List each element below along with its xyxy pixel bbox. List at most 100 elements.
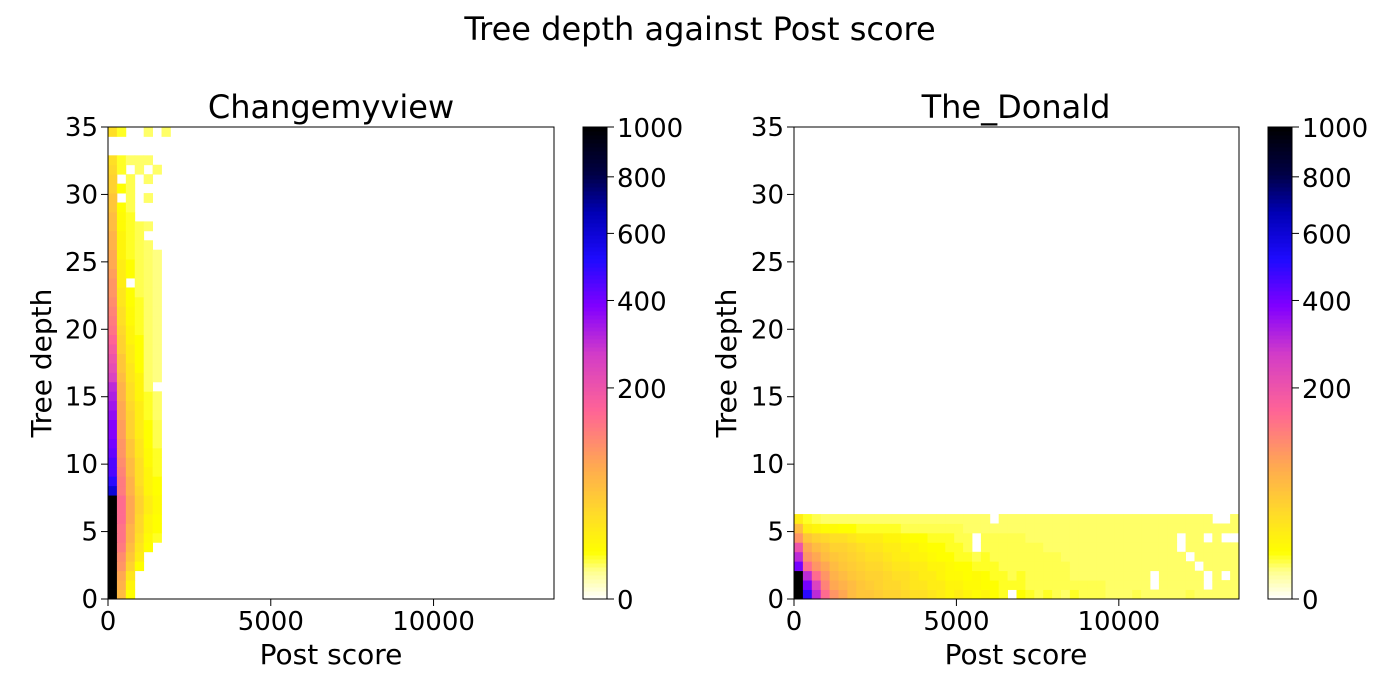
colorbar-segment	[1268, 351, 1292, 356]
heatmap-cell	[116, 429, 127, 439]
colorbar-segment	[583, 515, 607, 520]
heatmap-cell	[116, 363, 127, 373]
heatmap-cell	[1185, 589, 1195, 600]
heatmap-cell	[954, 532, 964, 543]
heatmap-cell	[972, 514, 982, 524]
colorbar-segment	[583, 239, 607, 244]
colorbar-segment	[1268, 371, 1292, 376]
x-tick-label: 0	[100, 607, 117, 637]
heatmap-cell	[1167, 580, 1178, 590]
heatmap-cell	[125, 249, 136, 260]
heatmap-cell	[838, 523, 848, 534]
heatmap-cell	[1052, 589, 1062, 600]
colorbar-segment	[583, 391, 607, 396]
heatmap-cell	[1123, 542, 1133, 553]
heatmap-cell	[794, 580, 804, 590]
heatmap-cell	[1141, 561, 1151, 572]
heatmap-cell	[1167, 561, 1178, 572]
heatmap-cell	[989, 523, 1000, 534]
heatmap-cell	[108, 514, 118, 524]
x-tick-label: 10000	[392, 607, 475, 637]
x-axis-label: Post score	[945, 638, 1088, 671]
heatmap-cell	[811, 542, 822, 553]
heatmap-cell	[1194, 589, 1204, 600]
heatmap-cell	[108, 523, 118, 534]
colorbar-segment	[1268, 331, 1292, 336]
heatmap-cell	[152, 504, 162, 515]
heatmap-cell	[1230, 570, 1240, 581]
colorbar-segment	[583, 331, 607, 336]
heatmap-cell	[152, 429, 162, 439]
heatmap-cell	[1167, 523, 1178, 534]
heatmap-cell	[838, 542, 848, 553]
heatmap-cell	[143, 363, 153, 373]
heatmap-cell	[108, 580, 118, 590]
heatmap-cell	[1087, 580, 1097, 590]
heatmap-cell	[108, 438, 118, 449]
heatmap-cell	[1069, 523, 1080, 534]
heatmap-cell	[1141, 532, 1151, 543]
heatmap-cell	[883, 561, 893, 572]
heatmap-cell	[116, 457, 127, 468]
colorbar-segment	[583, 179, 607, 184]
heatmap-cell	[1061, 542, 1071, 553]
y-tick-label: 20	[65, 315, 98, 345]
heatmap-cell	[143, 419, 153, 430]
heatmap-cell	[108, 372, 118, 383]
heatmap-cell	[1069, 532, 1080, 543]
heatmap-cell	[838, 561, 848, 572]
colorbar-segment	[583, 519, 607, 524]
heatmap-cell	[108, 476, 118, 487]
colorbar-segment	[583, 383, 607, 388]
colorbar-segment	[1268, 487, 1292, 492]
colorbar-segment	[583, 395, 607, 400]
heatmap-cell	[1158, 589, 1169, 600]
colorbar-segment	[583, 207, 607, 212]
heatmap-cell	[1069, 561, 1080, 572]
colorbar-segment	[583, 151, 607, 156]
colorbar-segment	[583, 499, 607, 504]
heatmap-cell	[125, 296, 136, 307]
colorbar-segment	[583, 263, 607, 268]
heatmap-cell	[847, 589, 857, 600]
colorbar-frame	[582, 126, 608, 600]
colorbar-segment	[583, 471, 607, 476]
heatmap-cell	[811, 523, 822, 534]
heatmap-cell	[1043, 570, 1053, 581]
colorbar-segment	[583, 527, 607, 532]
heatmap-cell	[125, 259, 136, 269]
heatmap-cell	[1052, 542, 1062, 553]
heatmap-cell	[134, 259, 145, 269]
heatmap-cell	[1176, 589, 1186, 600]
heatmap-cell	[856, 561, 866, 572]
heatmap-cell	[847, 570, 857, 581]
heatmap-cell	[134, 561, 145, 572]
heatmap-cell	[1114, 589, 1124, 600]
heatmap-cell	[116, 230, 127, 241]
heatmap-cell	[116, 589, 127, 600]
heatmap-cell	[1230, 523, 1240, 534]
colorbar-segment	[1268, 419, 1292, 424]
heatmap-cell	[108, 155, 118, 166]
heatmap-cell	[927, 514, 937, 524]
heatmap-cell	[883, 514, 893, 524]
heatmap-cell	[1203, 514, 1213, 524]
heatmap-cell	[1221, 551, 1231, 562]
heatmap-cell	[1132, 580, 1142, 590]
heatmap-cell	[134, 249, 145, 260]
heatmap-cell	[143, 287, 153, 298]
y-axis: 0 5 10 15 20 25 30 35	[65, 113, 108, 615]
heatmap-cell	[891, 580, 902, 590]
heatmap-cell	[116, 344, 127, 354]
heatmap-cell	[143, 410, 153, 421]
heatmap-cell	[1123, 580, 1133, 590]
y-tick-label: 20	[751, 315, 784, 345]
heatmap-cell	[1105, 580, 1115, 590]
heatmap-cell	[152, 334, 162, 345]
heatmap-cell	[134, 410, 145, 421]
heatmap-cell	[1141, 551, 1151, 562]
heatmap-cell	[1194, 514, 1204, 524]
heatmap-cell	[874, 589, 884, 600]
heatmap-cell	[936, 561, 946, 572]
